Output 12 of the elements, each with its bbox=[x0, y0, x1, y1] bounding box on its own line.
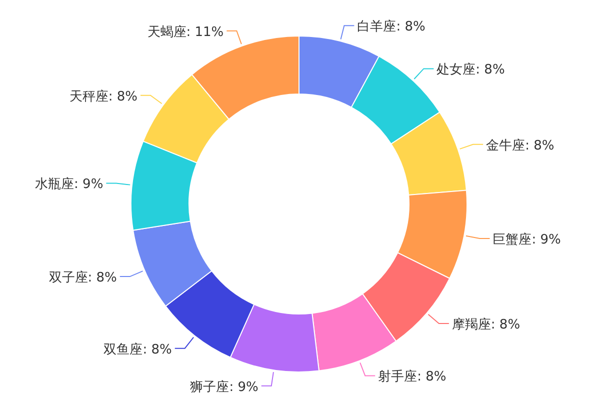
slice-label: 白羊座: 8% bbox=[357, 18, 426, 35]
slice-label: 摩羯座: 8% bbox=[452, 316, 520, 332]
slice-label: 天蝎座: 11% bbox=[147, 24, 224, 40]
slice-label: 水瓶座: 9% bbox=[35, 176, 104, 192]
slice-label: 金牛座: 8% bbox=[486, 137, 554, 154]
slice-label: 狮子座: 9% bbox=[190, 378, 258, 395]
slice-label: 处女座: 8% bbox=[436, 62, 505, 78]
slice-label: 巨蟹座: 9% bbox=[492, 231, 561, 248]
slice-label: 天秤座: 8% bbox=[69, 88, 138, 104]
slice-label: 射手座: 8% bbox=[378, 368, 446, 385]
slice-label: 双鱼座: 8% bbox=[104, 341, 172, 358]
slice-label: 双子座: 8% bbox=[48, 270, 117, 286]
